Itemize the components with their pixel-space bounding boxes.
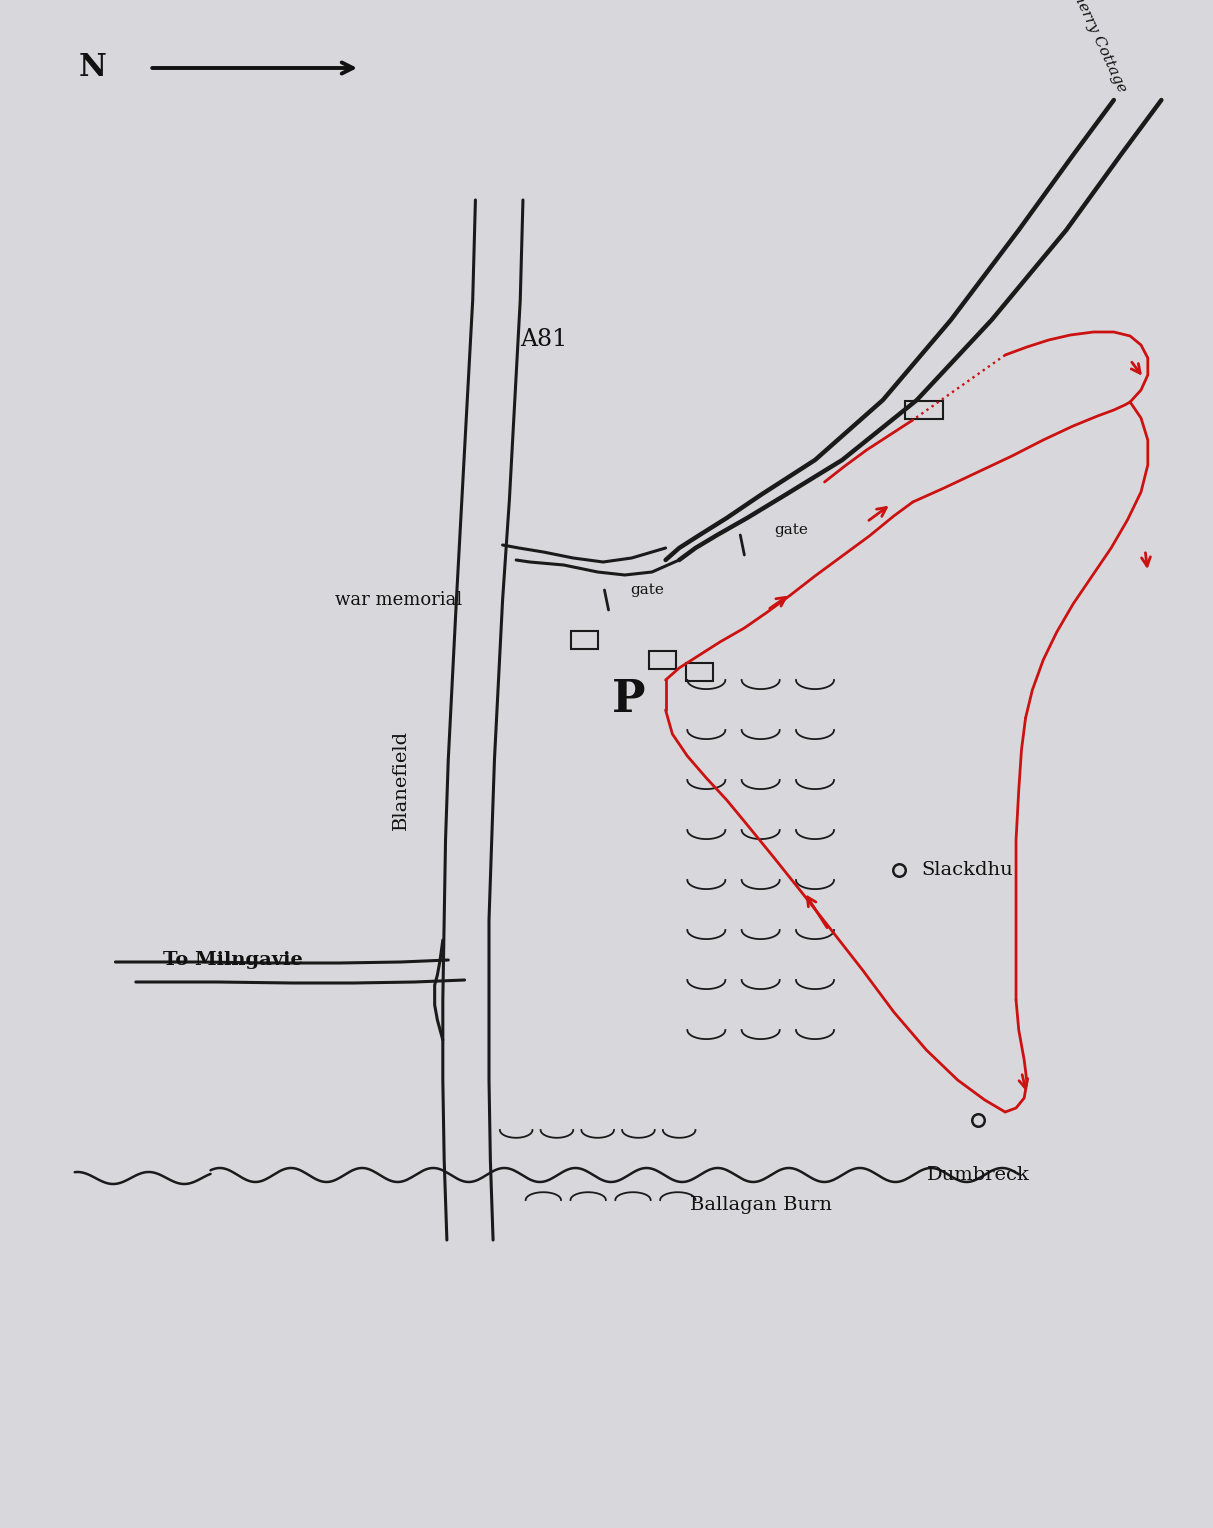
Bar: [687, 663, 713, 681]
Text: gate: gate: [631, 584, 665, 597]
Bar: [570, 631, 598, 649]
Text: war memorial: war memorial: [335, 591, 462, 610]
Text: gate: gate: [774, 523, 808, 536]
Bar: [905, 400, 943, 419]
Text: Slackdhu: Slackdhu: [921, 860, 1013, 879]
Text: N: N: [79, 52, 107, 84]
Bar: [649, 651, 677, 669]
Text: Dumbreck: Dumbreck: [927, 1166, 1030, 1184]
Text: Ballagan Burn: Ballagan Burn: [690, 1196, 832, 1215]
Text: Blanefield: Blanefield: [392, 730, 410, 830]
Text: A81: A81: [519, 329, 566, 351]
Text: P: P: [613, 678, 645, 721]
Text: To Milngavie: To Milngavie: [163, 950, 303, 969]
Text: Cantywherry Cottage: Cantywherry Cottage: [1046, 0, 1129, 95]
